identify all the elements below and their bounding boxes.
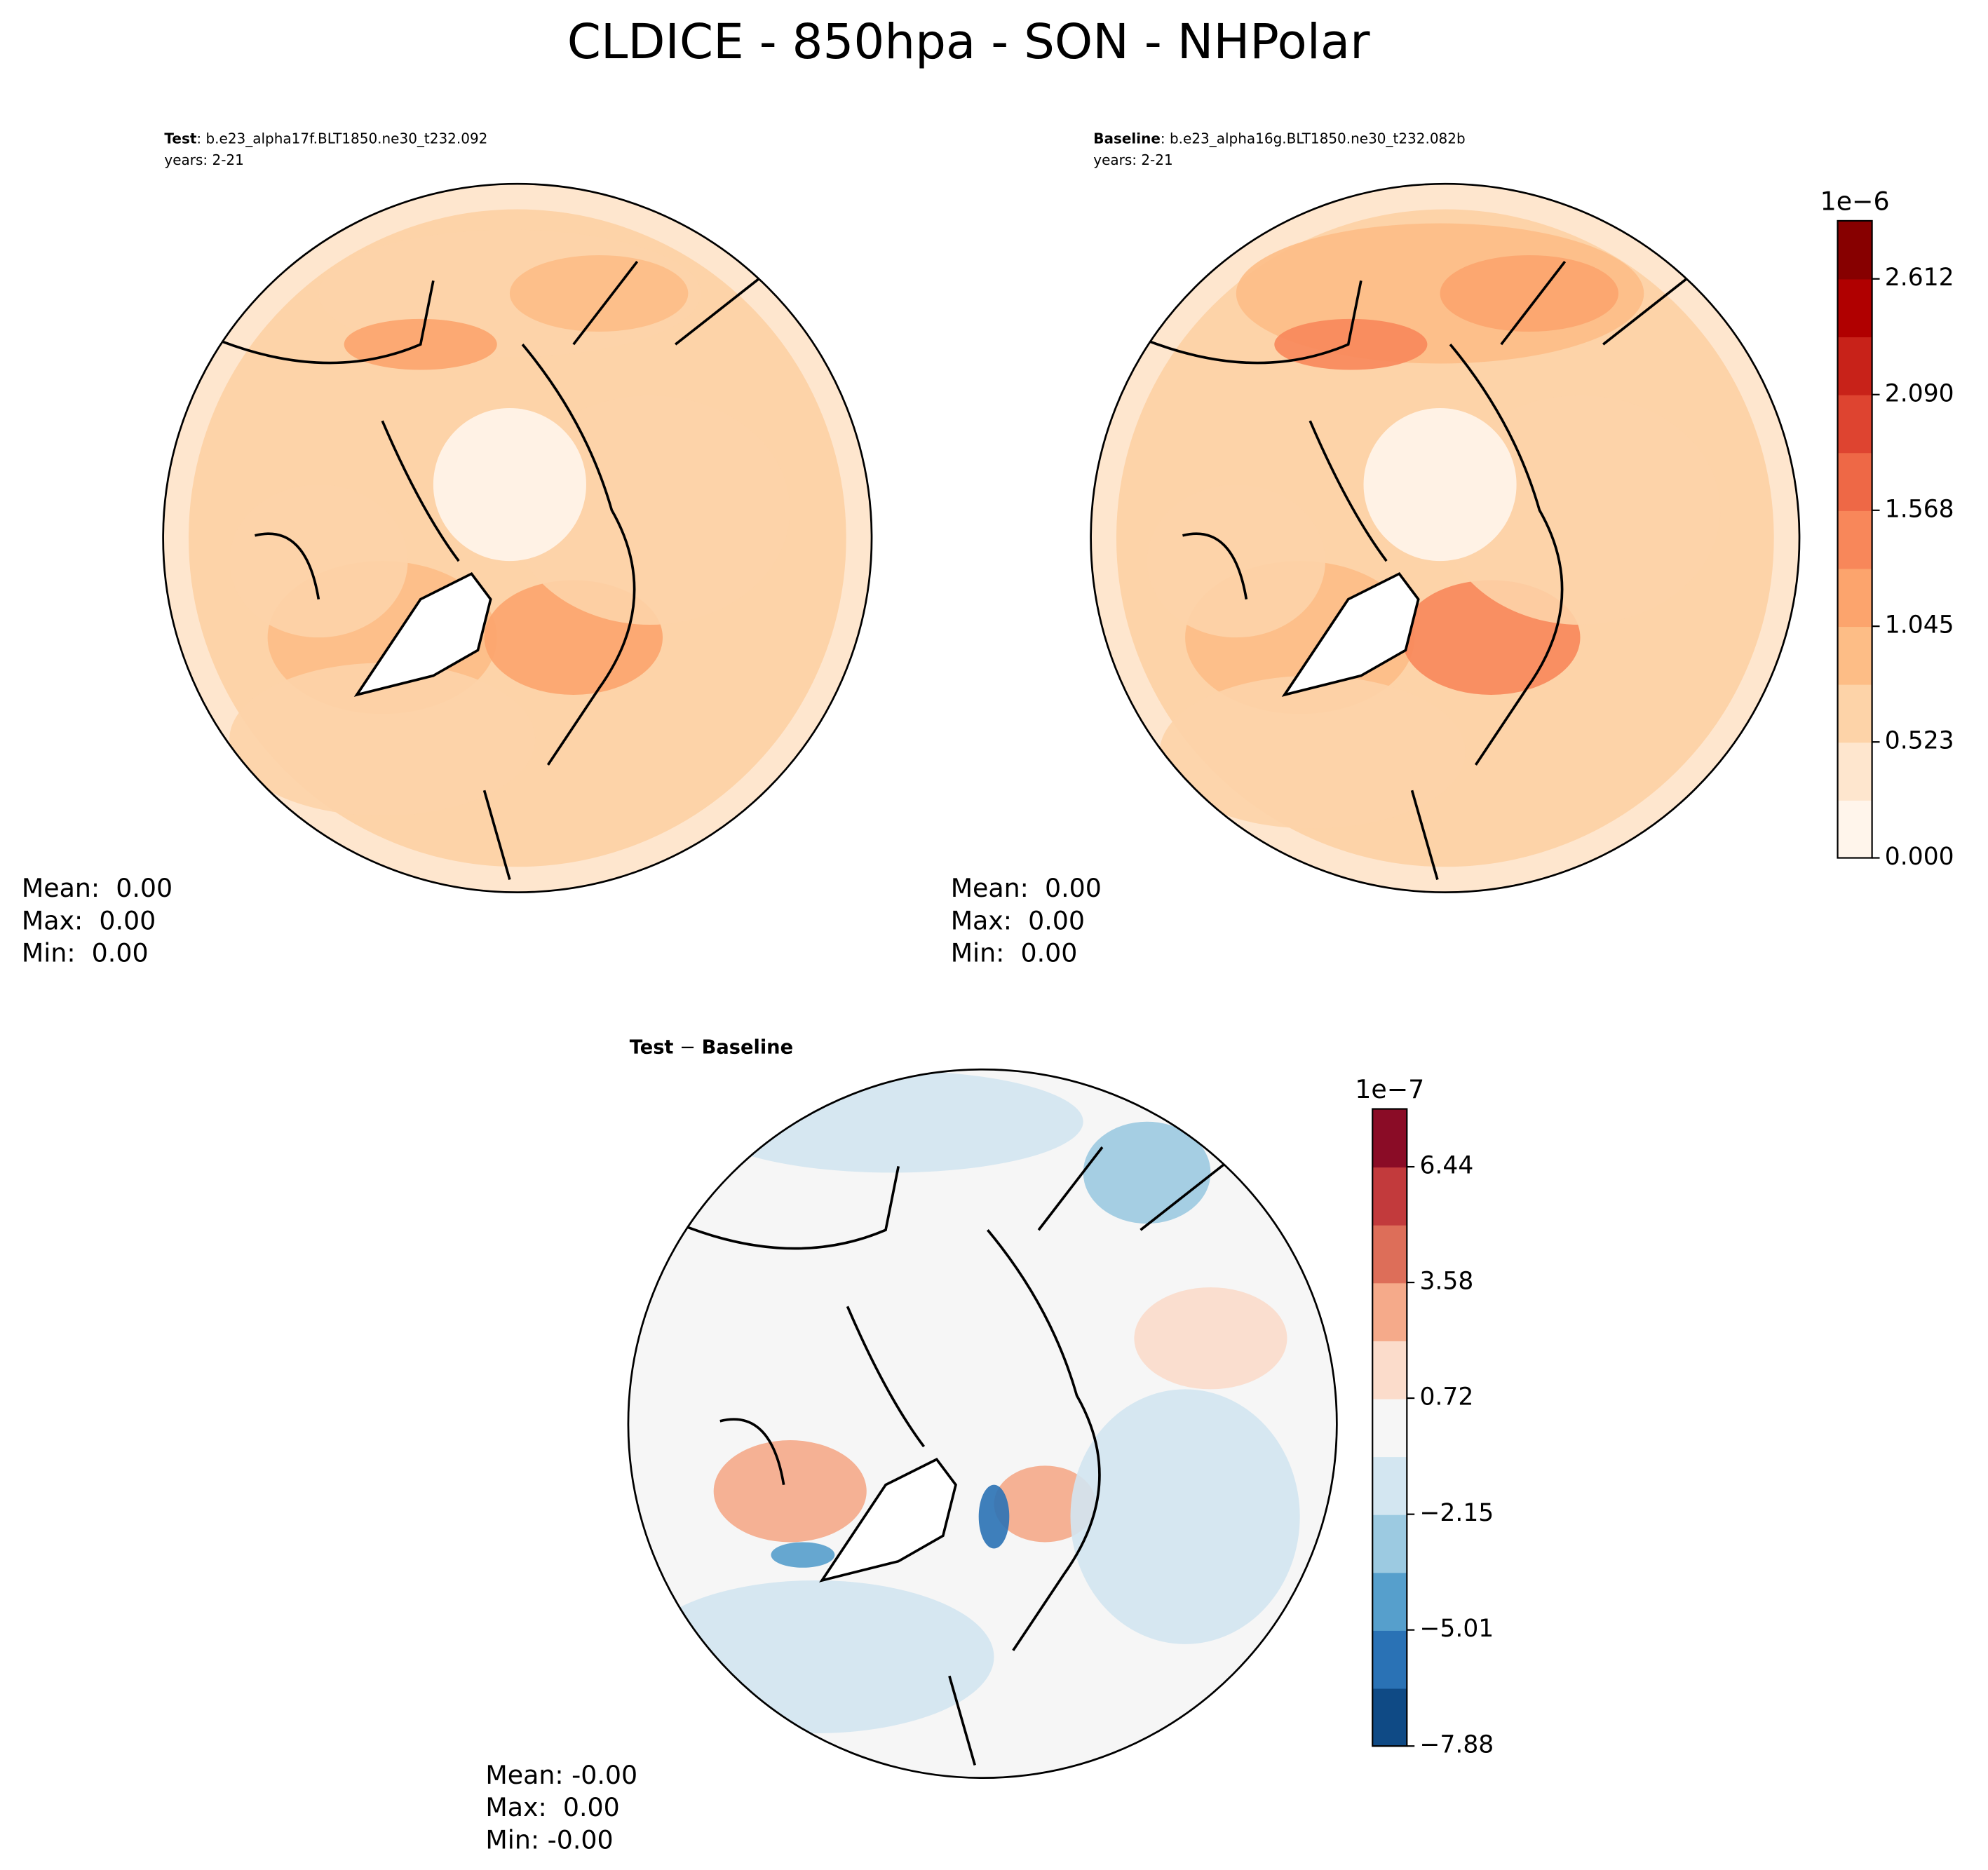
colorbar-band	[1372, 1630, 1407, 1689]
colorbar-band	[1837, 452, 1872, 511]
panel-case: : b.e23_alpha16g.BLT1850.ne30_t232.082b	[1161, 130, 1466, 147]
colorbar-band	[1837, 510, 1872, 569]
field-region	[994, 1465, 1096, 1543]
panel-stat: Max: 0.00	[485, 1792, 619, 1822]
panel-stat: Min: 0.00	[951, 938, 1078, 968]
colorbar-tick-label: 0.523	[1885, 727, 1954, 755]
map-fill	[1090, 184, 1800, 893]
polar-map	[627, 1068, 1338, 1780]
colorbar-band	[1837, 394, 1872, 454]
field-region	[1070, 1389, 1300, 1644]
colorbar-band	[1372, 1688, 1407, 1747]
colorbar-band	[1372, 1572, 1407, 1631]
field-region	[1083, 1121, 1211, 1224]
map-fill	[628, 1069, 1337, 1778]
colorbar-frame	[1837, 219, 1873, 859]
colorbar-tick-label: −7.88	[1419, 1731, 1494, 1759]
field-region	[701, 1071, 1083, 1173]
colorbar-tick-label: 0.000	[1885, 843, 1954, 871]
colorbar-band	[1837, 278, 1872, 338]
colorbar-band	[1837, 220, 1872, 280]
colorbar-tick-label: 2.090	[1885, 379, 1954, 407]
field-region	[713, 1440, 867, 1543]
field-region	[978, 1484, 1010, 1549]
colorbar-tick-label: 1.045	[1885, 611, 1954, 639]
colorbar-frame	[1372, 1108, 1408, 1747]
greenland	[1281, 571, 1420, 697]
polar-map	[162, 182, 873, 893]
colorbar-tick-label: 6.44	[1419, 1152, 1473, 1180]
map-fill	[163, 184, 872, 893]
panel-label: Test	[164, 130, 196, 147]
greenland	[353, 571, 492, 697]
panel-years: years: 2-21	[1093, 151, 1172, 168]
panel-stat: Mean: 0.00	[951, 873, 1102, 903]
colorbar-tick-label: −5.01	[1419, 1615, 1494, 1643]
field-region	[229, 485, 408, 638]
panel-years: years: 2-21	[164, 151, 243, 168]
colorbar-band	[1837, 742, 1872, 801]
panel-stat: Max: 0.00	[951, 905, 1085, 935]
colorbar-band	[1837, 799, 1872, 859]
panel-header: Test − Baseline	[630, 1036, 793, 1058]
field-region	[1440, 395, 1721, 625]
field-region	[509, 395, 790, 625]
colorbar-band	[1372, 1109, 1407, 1168]
colorbar-band	[1837, 568, 1872, 628]
panel-stat: Min: 0.00	[22, 938, 149, 968]
coastline	[687, 1146, 1231, 1766]
field-region	[1363, 408, 1517, 562]
colorbar-tick-label: 1.568	[1885, 495, 1954, 523]
field-region	[1159, 675, 1466, 829]
colorbar-tick-label: 3.58	[1419, 1268, 1473, 1296]
map-border	[1090, 182, 1801, 893]
panel-stat: Mean: -0.00	[485, 1760, 637, 1790]
greenland	[819, 1458, 957, 1583]
colorbar-exponent: 1e−6	[1820, 186, 1890, 216]
panel-header: Baseline: b.e23_alpha16g.BLT1850.ne30_t2…	[1093, 130, 1465, 147]
colorbar-tick-label: 0.72	[1419, 1383, 1473, 1411]
field-region	[509, 255, 689, 332]
coastline	[222, 260, 766, 880]
colorbar-band	[1372, 1398, 1407, 1458]
colorbar-tick-label: 2.612	[1885, 264, 1954, 292]
map-border	[627, 1068, 1338, 1780]
panel-label: Test	[630, 1036, 674, 1058]
panel-stat: Min: -0.00	[485, 1825, 613, 1855]
colorbar-band	[1372, 1167, 1407, 1226]
polar-map	[1090, 182, 1801, 893]
panel-label2: Baseline	[702, 1036, 793, 1058]
colorbar-band	[1372, 1514, 1407, 1573]
panel-header: Test: b.e23_alpha17f.BLT1850.ne30_t232.0…	[164, 130, 487, 147]
field-region	[229, 663, 536, 816]
panel-stat: Max: 0.00	[22, 905, 156, 935]
figure-title: CLDICE - 850hpa - SON - NHPolar	[567, 14, 1370, 70]
field-region	[1134, 1287, 1287, 1390]
colorbar-band	[1372, 1282, 1407, 1341]
colorbar-band	[1372, 1224, 1407, 1284]
panel-label: Baseline	[1093, 130, 1161, 147]
map-border	[162, 182, 873, 893]
coastline	[1150, 260, 1693, 880]
field-region	[433, 408, 586, 562]
panel-case: : b.e23_alpha17f.BLT1850.ne30_t232.092	[196, 130, 487, 147]
colorbar-exponent: 1e−7	[1355, 1074, 1424, 1104]
colorbar-tick-label: −2.15	[1419, 1499, 1494, 1527]
colorbar-band	[1372, 1340, 1407, 1400]
panel-stat: Mean: 0.00	[22, 873, 173, 903]
panel-operator: −	[673, 1036, 701, 1058]
field-region	[1440, 255, 1618, 332]
field-region	[771, 1542, 835, 1568]
colorbar-band	[1837, 684, 1872, 743]
colorbar-band	[1372, 1456, 1407, 1515]
colorbar-band	[1837, 337, 1872, 395]
colorbar-band	[1837, 626, 1872, 685]
field-region	[637, 1580, 994, 1734]
